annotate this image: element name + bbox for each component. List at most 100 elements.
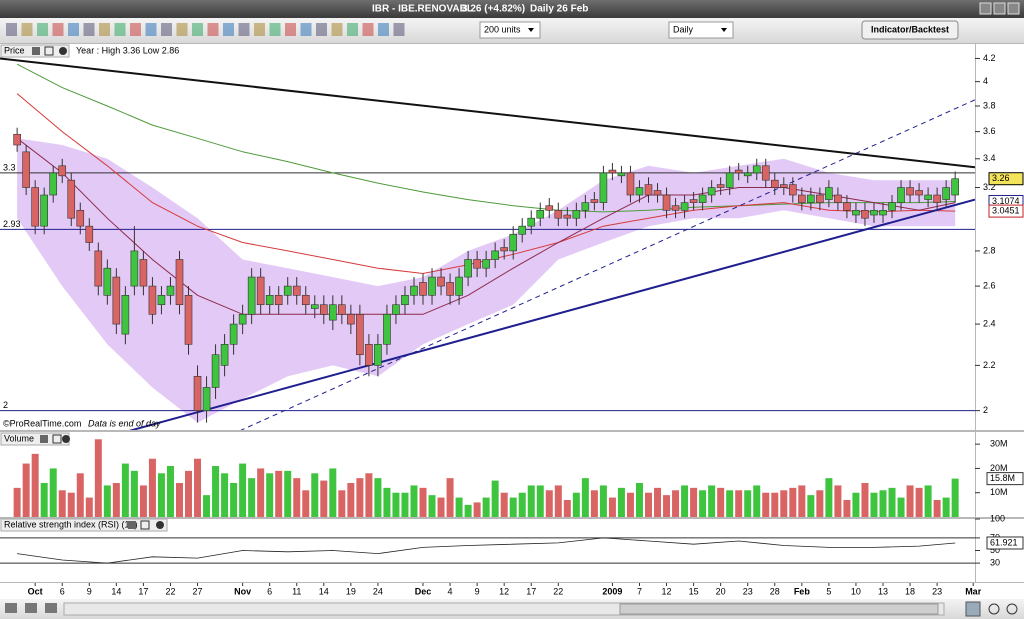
interval-select[interactable] — [668, 21, 734, 39]
candle-body — [238, 313, 247, 325]
indicator-button[interactable] — [861, 20, 959, 40]
volume-bar — [383, 487, 391, 517]
volume-bar — [518, 492, 526, 517]
rsi-header — [0, 518, 168, 532]
tool-icon[interactable] — [6, 23, 17, 36]
tool-icon[interactable] — [21, 23, 33, 36]
tool-icon[interactable] — [37, 23, 48, 36]
window-quote: 3.26 (+4.82%) — [462, 4, 525, 15]
volume-bar — [103, 485, 111, 517]
volume-bar — [825, 478, 833, 517]
candle-body — [527, 217, 536, 227]
candle-body — [347, 313, 355, 325]
tool-icon[interactable] — [362, 23, 374, 36]
candle-body — [500, 247, 508, 252]
x-tick-label: 6 — [60, 586, 65, 596]
candle-body — [689, 199, 698, 203]
tool-icon[interactable] — [83, 23, 95, 36]
volume-bar — [338, 490, 346, 517]
candle-body — [870, 210, 878, 216]
volume-bar — [663, 495, 671, 517]
volume-bar — [771, 492, 779, 517]
candle-body — [572, 210, 581, 219]
tool-icon[interactable] — [52, 23, 64, 36]
volume-bar — [951, 478, 959, 517]
tool-icon[interactable] — [161, 23, 172, 36]
candle-body — [148, 285, 157, 315]
x-tick-label: 7 — [637, 586, 642, 596]
tool-icon[interactable] — [223, 23, 234, 36]
candle-body — [707, 187, 716, 196]
volume-bar — [22, 463, 30, 517]
tool-icon[interactable] — [238, 23, 250, 36]
candle-body — [446, 282, 454, 296]
candle-body — [816, 194, 824, 203]
tool-icon[interactable] — [285, 23, 296, 36]
x-tick-label: 12 — [499, 586, 509, 596]
y-tick-label: 10M — [990, 487, 1008, 497]
tool-icon[interactable] — [393, 23, 405, 36]
x-tick-label: Nov — [234, 586, 251, 596]
x-tick-label: 5 — [826, 586, 831, 596]
y-tick-label: 50 — [990, 545, 1000, 555]
panel-icons[interactable] — [32, 46, 164, 530]
candle-body — [76, 210, 85, 227]
candle-body — [256, 276, 265, 306]
tool-icon[interactable] — [130, 23, 141, 36]
volume-bar — [852, 492, 860, 517]
y-tick-label: 30 — [990, 557, 1000, 567]
units-select[interactable] — [479, 21, 541, 39]
price-title: Price — [4, 45, 25, 55]
volume-bar — [563, 500, 571, 517]
candle-body — [301, 295, 310, 306]
candle-body — [166, 285, 175, 296]
tool-icon[interactable] — [269, 23, 281, 36]
candle-body — [58, 165, 67, 177]
candle-body — [581, 202, 590, 211]
tool-icon[interactable] — [254, 23, 265, 36]
y-tick-label: 2.2 — [983, 360, 996, 370]
volume-bar — [67, 492, 75, 517]
volume-bar — [410, 485, 418, 517]
candle-body — [608, 169, 617, 174]
tool-icon[interactable] — [378, 23, 389, 36]
candle-body — [401, 295, 409, 306]
volume-bar — [284, 470, 292, 517]
tool-icon[interactable] — [347, 23, 358, 36]
volume-bar — [13, 487, 21, 517]
volume-bar — [590, 490, 598, 517]
tool-icon[interactable] — [68, 23, 79, 36]
tool-icon[interactable] — [300, 23, 312, 36]
toolbar-icons[interactable] — [6, 23, 405, 36]
tool-icon[interactable] — [316, 23, 327, 36]
last-rsi-label: 61.921 — [990, 537, 1018, 547]
x-tick-label: 17 — [526, 586, 536, 596]
volume-bar — [446, 478, 454, 517]
trendline — [0, 57, 975, 169]
tool-icon[interactable] — [192, 23, 203, 36]
tool-icon[interactable] — [207, 23, 219, 36]
volume-bar — [626, 492, 634, 517]
tool-icon[interactable] — [99, 23, 110, 36]
candle-body — [410, 285, 418, 296]
volume-bar — [690, 487, 698, 517]
window-controls[interactable] — [979, 2, 1020, 15]
bottom-icons[interactable] — [5, 601, 1018, 617]
tool-icon[interactable] — [331, 23, 343, 36]
volume-bar — [572, 492, 580, 517]
volume-bar — [870, 492, 878, 517]
candle-body — [509, 233, 518, 252]
tool-icon[interactable] — [114, 23, 126, 36]
candle-body — [554, 210, 563, 219]
volume-bar — [166, 466, 174, 517]
tool-icon[interactable] — [176, 23, 188, 36]
volume-bar — [834, 485, 842, 517]
last-volume-box — [986, 472, 1024, 486]
dropdown-arrow — [528, 28, 534, 32]
candle-body — [473, 259, 481, 269]
tool-icon[interactable] — [145, 23, 157, 36]
volume-bar — [924, 485, 932, 517]
volume-bar — [311, 473, 319, 517]
